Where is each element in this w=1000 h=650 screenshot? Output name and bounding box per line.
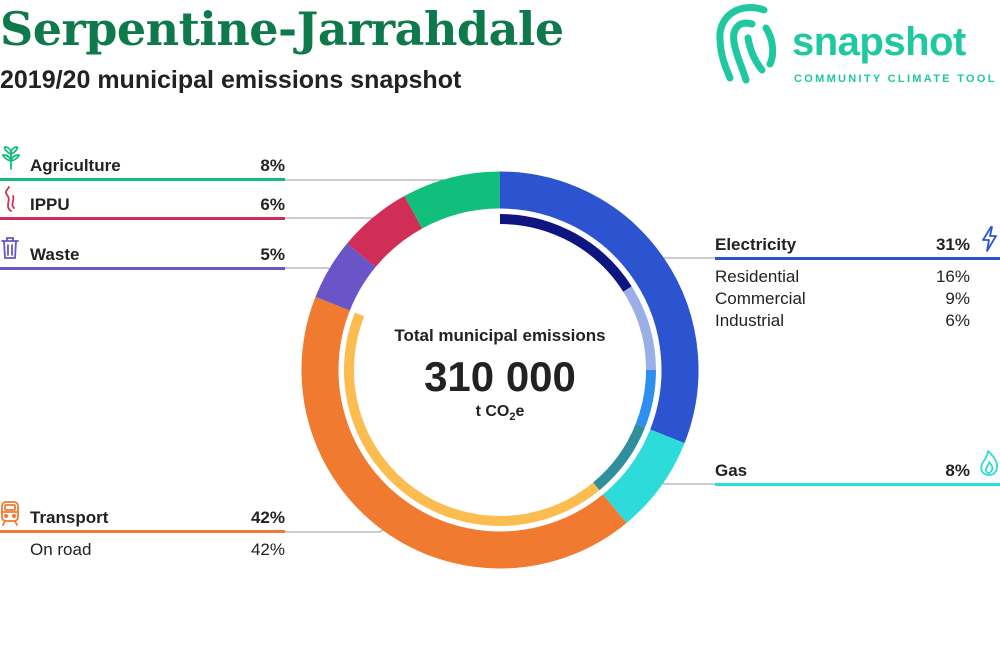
ippu-label: IPPU (30, 195, 70, 214)
fingerprint-logo-icon (716, 4, 777, 84)
sector-arc-gas (602, 429, 685, 523)
gas-rule (715, 483, 1000, 486)
trash-icon (1, 237, 19, 259)
electricity-leader-line (656, 257, 715, 264)
electricity-rule (715, 257, 1000, 260)
waste-rule (0, 267, 285, 270)
ippu-percent: 6% (260, 195, 285, 214)
transport-leader-line (285, 526, 387, 533)
unit-prefix: t CO (476, 403, 510, 420)
center-label: Total municipal emissions (394, 326, 605, 345)
leader-lines (285, 179, 715, 533)
sector-arc-ippu (347, 196, 423, 268)
agriculture-leader-line (285, 179, 453, 187)
ippu-rule (0, 217, 285, 220)
subcategory-arc-residential (499, 214, 632, 292)
subcategory-ring (344, 214, 656, 526)
subcategory-arc-commercial (623, 286, 656, 371)
electricity-percent: 31% (935, 235, 970, 254)
sector-arc-electricity (499, 171, 699, 444)
commercial-label: Commercial (715, 289, 806, 308)
page-subtitle: 2019/20 municipal emissions snapshot (0, 66, 462, 94)
waste-percent: 5% (260, 245, 285, 264)
on-road-label: On road (30, 540, 92, 559)
commercial-percent: 9% (945, 289, 970, 308)
transport-label: Transport (30, 508, 109, 527)
residential-label: Residential (715, 267, 800, 286)
page-title: Serpentine-Jarrahdale (0, 2, 564, 56)
sector-ring (301, 171, 699, 569)
agriculture-percent: 8% (260, 156, 285, 175)
center-unit: t CO2e (476, 403, 525, 423)
gas-leader-line (656, 478, 715, 485)
agriculture-label: Agriculture (30, 156, 121, 175)
transport-rule (0, 530, 285, 533)
transport-percent: 42% (250, 508, 285, 527)
electricity-label: Electricity (715, 235, 797, 254)
smoke-icon (5, 186, 15, 212)
agriculture-rule (0, 178, 285, 181)
subcategory-arc-on-road (344, 312, 600, 526)
unit-subscript: 2 (509, 411, 515, 423)
subcategory-arc-gas-0 (593, 423, 646, 491)
lightning-icon (982, 226, 997, 252)
residential-percent: 16% (935, 267, 970, 286)
logo-wordmark: snapshot (792, 20, 966, 64)
unit-suffix: e (516, 403, 525, 420)
subcategory-arc-industrial (635, 369, 656, 428)
snapshot-logo: snapshot COMMUNITY CLIMATE TOOL (712, 0, 1000, 90)
sector-arc-transport (301, 296, 627, 569)
logo-tagline: COMMUNITY CLIMATE TOOL (794, 73, 997, 85)
plant-icon (2, 146, 20, 170)
waste-leader-line (285, 267, 336, 274)
train-icon (1, 501, 19, 526)
on-road-percent: 42% (250, 540, 285, 559)
flame-icon (980, 450, 998, 476)
ippu-leader-line (285, 217, 379, 225)
center-total-value: 310 000 (424, 353, 576, 400)
sector-arc-agriculture (404, 171, 501, 229)
gas-label: Gas (715, 461, 748, 480)
industrial-percent: 6% (945, 311, 970, 330)
industrial-label: Industrial (715, 311, 784, 330)
gas-percent: 8% (945, 461, 970, 480)
waste-label: Waste (30, 245, 80, 264)
sector-arc-waste (315, 243, 376, 311)
